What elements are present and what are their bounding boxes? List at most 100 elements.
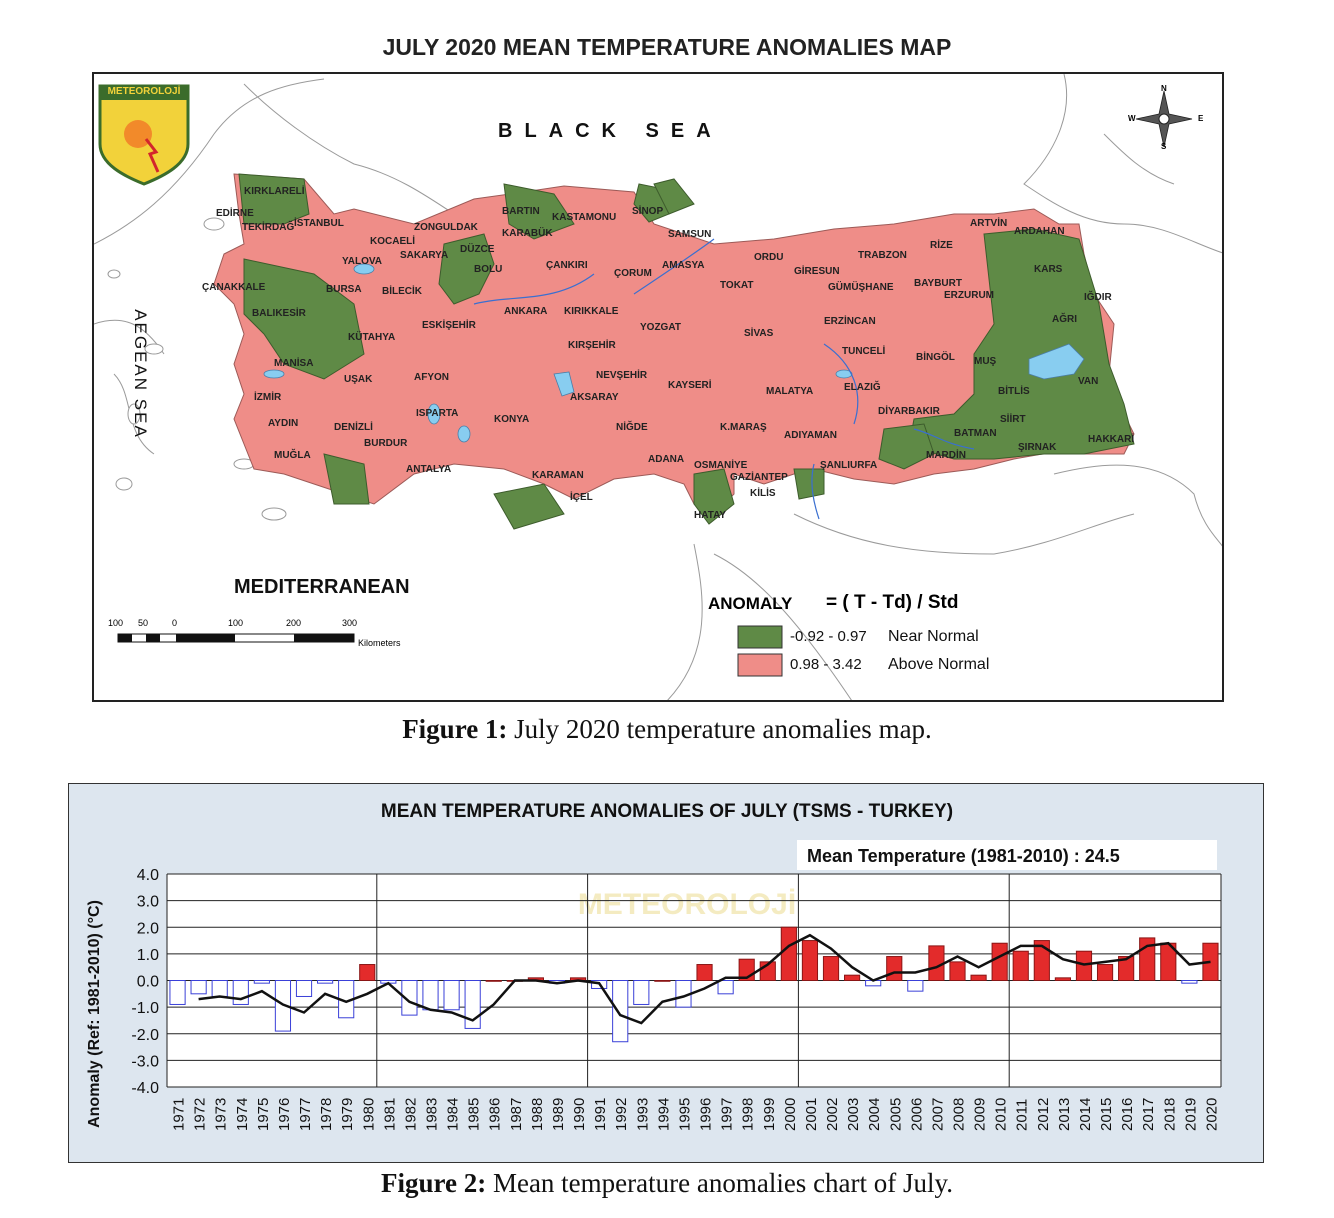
- city-label: HAKKARİ: [1088, 434, 1135, 445]
- bar: [886, 956, 903, 982]
- city-label: BURSA: [326, 284, 362, 295]
- x-tick-label: 2007: [929, 1098, 946, 1131]
- city-label: ERZURUM: [944, 290, 994, 301]
- legend-range-above-normal: 0.98 - 3.42: [790, 656, 862, 673]
- city-label: ARDAHAN: [1014, 226, 1065, 237]
- annotation-box: [797, 840, 1217, 870]
- x-tick-label: 1985: [466, 1098, 483, 1131]
- city-label: ŞANLIURFA: [820, 460, 878, 471]
- city-label: İÇEL: [570, 492, 593, 503]
- compass-e: E: [1198, 114, 1204, 123]
- bar: [1012, 950, 1029, 981]
- city-label: KASTAMONU: [552, 212, 617, 223]
- legend-label-near-normal: Near Normal: [888, 628, 979, 645]
- compass-w: W: [1128, 114, 1136, 123]
- x-tick-label: 1983: [424, 1098, 441, 1131]
- scale-tick-label: 300: [342, 618, 358, 628]
- neighbor-borders: [94, 74, 1222, 700]
- x-tick-label: 2008: [951, 1098, 968, 1131]
- bar: [654, 980, 671, 982]
- chart-annotation: Mean Temperature (1981-2010) : 24.5: [807, 846, 1120, 866]
- city-label: KOCAELİ: [370, 236, 415, 247]
- scale-tick-label: 0: [172, 618, 178, 628]
- figure1-caption: Figure 1: July 2020 temperature anomalie…: [0, 714, 1334, 745]
- x-tick-label: 1998: [740, 1098, 757, 1131]
- scale-tick-label: 100: [228, 618, 244, 628]
- x-tick-label: 1995: [676, 1098, 693, 1131]
- figure2-caption: Figure 2: Mean temperature anomalies cha…: [0, 1168, 1334, 1199]
- city-label: YOZGAT: [640, 322, 681, 333]
- y-tick-label: -3.0: [131, 1053, 159, 1070]
- city-label: HATAY: [694, 510, 727, 521]
- bar: [612, 980, 629, 1043]
- city-label: ZONGULDAK: [414, 222, 478, 233]
- bar: [801, 940, 819, 981]
- city-label: ÇANAKKALE: [202, 282, 266, 293]
- logo-text: METEOROLOJİ: [107, 86, 181, 97]
- bar: [295, 980, 313, 997]
- city-label: BİNGÖL: [916, 352, 955, 363]
- x-tick-label: 1976: [276, 1098, 293, 1131]
- bar: [633, 980, 650, 1005]
- city-label: KİLİS: [750, 488, 776, 499]
- bar: [232, 980, 249, 1005]
- bar: [1096, 964, 1114, 981]
- city-label: SİİRT: [1000, 414, 1026, 425]
- x-tick-label: 1987: [508, 1098, 525, 1131]
- city-label: ANKARA: [504, 306, 548, 317]
- y-tick-label: -2.0: [131, 1027, 159, 1044]
- x-tick-label: 2015: [1098, 1098, 1115, 1131]
- x-tick-label: 2004: [866, 1098, 883, 1131]
- x-tick-label: 2013: [1056, 1098, 1073, 1131]
- x-tick-label: 2016: [1119, 1098, 1136, 1131]
- bar: [443, 980, 460, 1011]
- x-tick-label: 1978: [318, 1098, 335, 1131]
- x-tick-label: 2006: [908, 1098, 925, 1131]
- x-tick-label: 1986: [487, 1098, 504, 1131]
- near-normal-areas: [238, 173, 1135, 530]
- figure1-caption-text: July 2020 temperature anomalies map.: [507, 714, 932, 744]
- figure2-caption-label: Figure 2:: [380, 1168, 487, 1198]
- black-sea-label: BLACK SEA: [498, 120, 723, 142]
- x-tick-label: 2019: [1182, 1098, 1199, 1131]
- figure1-caption-label: Figure 1:: [402, 714, 508, 744]
- city-label: ESKİŞEHİR: [422, 320, 476, 331]
- city-label: ISPARTA: [416, 408, 459, 419]
- city-label: GAZİANTEP: [730, 472, 788, 483]
- x-tick-label: 2001: [803, 1098, 820, 1131]
- city-label: İZMİR: [254, 392, 282, 403]
- x-tick-label: 1979: [339, 1098, 356, 1131]
- y-tick-label: -4.0: [131, 1080, 159, 1097]
- x-tick-label: 1992: [613, 1098, 630, 1131]
- x-tick-label: 1974: [234, 1098, 251, 1131]
- x-tick-label: 1991: [592, 1098, 609, 1131]
- city-label: BARTIN: [502, 206, 540, 217]
- bar: [401, 980, 418, 1016]
- legend-label-above-normal: Above Normal: [888, 656, 990, 673]
- y-tick-label: 3.0: [137, 894, 159, 911]
- x-tick-label: 2017: [1140, 1098, 1157, 1131]
- scale-tick-label: 200: [286, 618, 302, 628]
- y-tick-label: 2.0: [137, 920, 159, 937]
- lakes: [263, 263, 1085, 443]
- city-label: SAKARYA: [400, 250, 449, 261]
- legend-title: ANOMALY: [708, 594, 793, 613]
- city-label: GİRESUN: [794, 266, 840, 277]
- bar: [317, 980, 334, 984]
- city-label: MARDİN: [926, 450, 966, 461]
- city-label: DİYARBAKIR: [878, 406, 940, 417]
- city-label: SİNOP: [632, 206, 664, 217]
- city-label: RİZE: [930, 240, 953, 251]
- bar: [1118, 956, 1135, 982]
- city-label: ORDU: [754, 252, 784, 263]
- city-label: ANTALYA: [406, 464, 452, 475]
- trend-line: [198, 933, 1211, 1025]
- bar: [211, 980, 228, 997]
- x-tick-label: 2011: [1014, 1099, 1031, 1131]
- city-label: MUĞLA: [274, 450, 311, 461]
- city-label: DÜZCE: [460, 244, 495, 255]
- x-tick-label: 2012: [1035, 1098, 1052, 1131]
- city-label: YALOVA: [342, 256, 383, 267]
- bar: [359, 964, 376, 981]
- map-title: JULY 2020 MEAN TEMPERATURE ANOMALIES MAP: [382, 34, 952, 60]
